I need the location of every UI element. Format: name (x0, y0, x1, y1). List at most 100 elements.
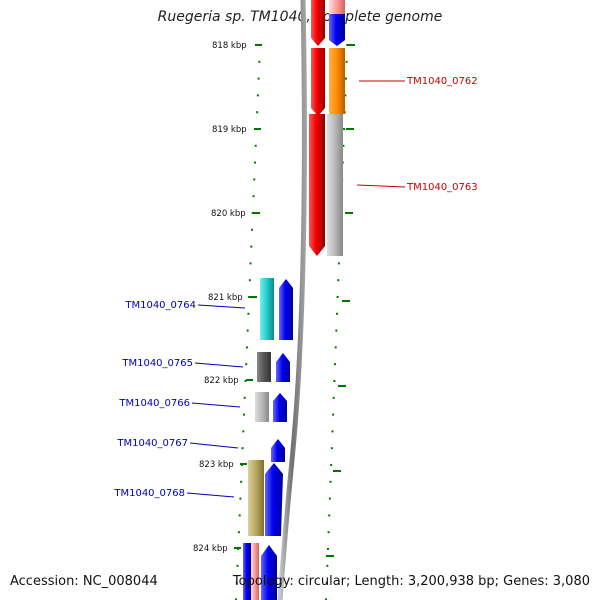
gene-block-top-pink[interactable] (329, 0, 345, 14)
minor-tick-dot (235, 581, 238, 584)
gene-block-bottom-blue[interactable] (243, 543, 251, 600)
minor-tick-dot (256, 111, 259, 114)
minor-tick-dot (344, 94, 347, 97)
minor-tick-dot (335, 312, 338, 315)
reverse-gene-arrow[interactable] (311, 0, 325, 46)
forward-gene-arrow[interactable] (271, 439, 285, 462)
gene-label-TM1040_0765[interactable]: TM1040_0765 (121, 358, 193, 369)
gene-label-TM1040_0763[interactable]: TM1040_0763 (406, 182, 478, 193)
minor-tick-dot (236, 564, 239, 567)
reverse-gene-arrow[interactable] (311, 48, 325, 116)
gene-block-TM1040_0764[interactable] (260, 278, 274, 340)
minor-tick-dot (343, 128, 346, 130)
gene-block-TM1040_0768[interactable] (248, 460, 264, 536)
minor-tick-dot (334, 363, 337, 366)
minor-tick-dot (250, 245, 253, 248)
tick-label-821: 821 kbp (208, 293, 243, 303)
gene-block-TM1040_0766[interactable] (255, 392, 269, 422)
forward-strand-features (261, 279, 293, 600)
label-leaders (186, 80, 406, 498)
minor-tick-dot (256, 94, 259, 97)
major-ticks: 818 kbp 819 kbp 820 kbp 821 kbp 822 kbp … (193, 41, 355, 557)
minor-tick-dot (332, 396, 335, 399)
forward-gene-arrow[interactable] (276, 353, 290, 382)
forward-gene-arrow[interactable] (261, 545, 277, 600)
annotation-blocks-left (243, 278, 274, 600)
gene-block-TM1040_0762[interactable] (329, 48, 345, 114)
forward-gene-arrow[interactable] (265, 463, 283, 536)
minor-tick-dot (238, 514, 241, 517)
gene-labels: TM1040_0762 TM1040_0763 TM1040_0764 TM10… (113, 76, 477, 499)
minor-tick-dot (330, 464, 333, 466)
tick-label-819: 819 kbp (212, 125, 247, 135)
leader-line-TM1040_0765 (194, 362, 244, 368)
gene-label-TM1040_0762[interactable]: TM1040_0762 (406, 76, 478, 87)
minor-tick-dot (243, 396, 246, 399)
minor-tick-dot (330, 447, 333, 450)
minor-tick-dot (244, 380, 247, 382)
minor-tick-dot (249, 262, 252, 265)
minor-tick-dot (239, 497, 242, 500)
minor-tick-dot (336, 296, 339, 298)
leader-line-TM1040_0768 (186, 492, 235, 498)
tick-label-820: 820 kbp (211, 209, 246, 219)
leader-line-TM1040_0767 (189, 442, 239, 449)
minor-tick-dot (237, 531, 240, 534)
tick-label-824: 824 kbp (193, 544, 228, 554)
minor-tick-dot (258, 60, 261, 63)
map-title: Ruegeria sp. TM1040, complete genome (157, 9, 443, 25)
gene-label-TM1040_0766[interactable]: TM1040_0766 (118, 398, 190, 409)
minor-tick-dot (331, 430, 334, 433)
forward-gene-arrow[interactable] (273, 393, 287, 422)
minor-tick-dot (246, 329, 249, 332)
gene-block-bottom-pink[interactable] (251, 543, 259, 600)
minor-tick-dot (337, 279, 340, 282)
minor-tick-dot (253, 178, 256, 181)
leader-line-TM1040_0764 (197, 304, 246, 309)
gene-block-TM1040_0763[interactable] (327, 114, 343, 256)
minor-tick-dot (344, 77, 347, 80)
minor-tick-dot (345, 60, 348, 63)
genome-summary-text: Topology: circular; Length: 3,200,938 bp… (232, 574, 590, 589)
minor-tick-dot (242, 430, 245, 433)
tick-label-822: 822 kbp (204, 376, 239, 386)
gene-block-TM1040_0765[interactable] (257, 352, 271, 382)
minor-tick-dot (334, 346, 337, 349)
minor-tick-dot (253, 161, 256, 164)
minor-tick-dot (326, 548, 329, 550)
accession-text: Accession: NC_008044 (10, 574, 158, 589)
minor-tick-dot (329, 480, 332, 483)
forward-gene-arrow[interactable] (279, 279, 293, 340)
leader-line-TM1040_0766 (191, 402, 241, 408)
reverse-strand-features (309, 0, 325, 256)
minor-tick-dot (325, 598, 328, 600)
reverse-gene-arrow[interactable] (309, 114, 325, 256)
minor-tick-dot (245, 363, 248, 366)
minor-tick-dot (333, 380, 336, 382)
gene-label-TM1040_0768[interactable]: TM1040_0768 (113, 488, 185, 499)
minor-tick-dot (248, 279, 251, 282)
minor-tick-dot (252, 195, 255, 198)
minor-tick-dot (240, 480, 243, 483)
leader-line-TM1040_0763 (356, 184, 406, 188)
minor-tick-dot (332, 413, 335, 416)
gene-label-TM1040_0767[interactable]: TM1040_0767 (116, 438, 188, 449)
minor-tick-dot (243, 413, 246, 416)
minor-tick-dot (241, 447, 244, 450)
minor-tick-dot (328, 497, 331, 500)
minor-tick-dot (326, 564, 329, 567)
gene-block-top-blue[interactable] (329, 14, 345, 46)
minor-tick-dot (342, 144, 345, 147)
minor-tick-dot (254, 144, 257, 147)
gene-label-TM1040_0764[interactable]: TM1040_0764 (124, 300, 196, 311)
minor-tick-dot (247, 312, 250, 315)
minor-tick-dot (325, 581, 328, 584)
minor-tick-dot (235, 598, 238, 600)
minor-tick-dot (251, 228, 254, 231)
minor-tick-dot (251, 212, 254, 214)
tick-label-823: 823 kbp (199, 460, 234, 470)
minor-tick-dot (248, 296, 251, 298)
minor-tick-dot (257, 77, 260, 80)
